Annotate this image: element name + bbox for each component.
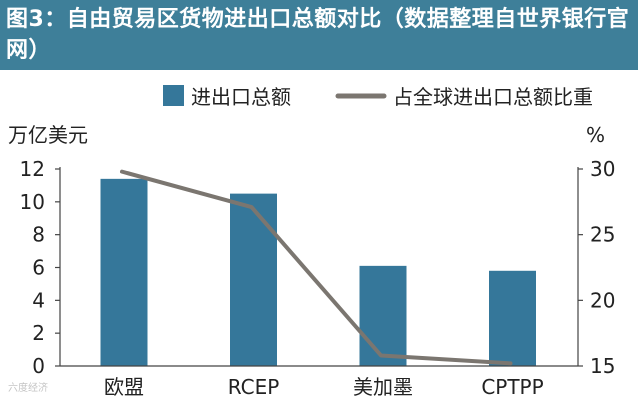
watermark: 六度经济 — [8, 383, 48, 394]
title-band: 图3：自由贸易区货物进出口总额对比（数据整理自世界银行官网） — [0, 0, 638, 70]
bar-欧盟 — [100, 178, 148, 366]
left-tick-label: 8 — [32, 223, 45, 247]
category-label: 美加墨 — [353, 375, 413, 399]
category-label: 欧盟 — [104, 375, 144, 399]
axes — [55, 167, 583, 367]
left-axis-unit: 万亿美元 — [8, 123, 88, 147]
right-tick-label: 30 — [590, 157, 615, 181]
legend: 进出口总额 占全球进出口总额比重 — [163, 85, 593, 109]
chart-title: 图3：自由贸易区货物进出口总额对比（数据整理自世界银行官网） — [6, 7, 630, 63]
legend-line-label: 占全球进出口总额比重 — [393, 85, 593, 109]
line-series-path — [120, 169, 513, 366]
right-tick-label: 15 — [590, 354, 615, 378]
category-labels: 欧盟 RCEP 美加墨 CPTPP — [104, 375, 544, 399]
right-tick-label: 20 — [590, 288, 615, 312]
left-tick-label: 12 — [20, 157, 45, 181]
bar-CPTPP — [489, 270, 536, 366]
bar-美加墨 — [359, 265, 407, 366]
line-series — [120, 169, 513, 366]
left-tick-label: 4 — [32, 288, 45, 312]
legend-bar-label: 进出口总额 — [191, 85, 291, 109]
bars — [100, 178, 536, 366]
left-tick-labels: 0 2 4 6 8 10 12 — [20, 157, 45, 378]
left-tick-label: 10 — [20, 190, 45, 214]
left-tick-label: 6 — [32, 256, 45, 280]
legend-bar-swatch — [163, 85, 184, 106]
right-tick-labels: 15 20 25 30 — [590, 157, 615, 378]
category-label: RCEP — [228, 375, 280, 399]
left-tick-label: 0 — [32, 354, 45, 378]
right-axis-unit: % — [586, 123, 605, 147]
category-label: CPTPP — [481, 375, 543, 399]
left-tick-label: 2 — [32, 321, 45, 345]
bar-RCEP — [230, 193, 277, 366]
right-tick-label: 25 — [590, 223, 615, 247]
